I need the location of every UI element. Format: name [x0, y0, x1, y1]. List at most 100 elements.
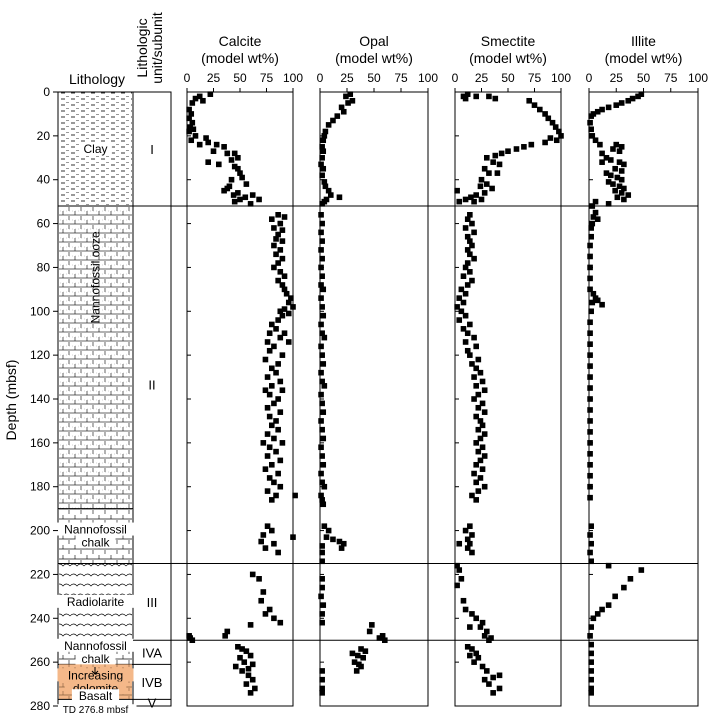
data-point: [588, 541, 594, 547]
data-point: [319, 238, 325, 244]
data-point: [277, 484, 283, 490]
data-point: [273, 251, 279, 257]
data-point: [320, 137, 326, 143]
data-point: [290, 534, 296, 540]
data-point: [269, 383, 275, 389]
data-point: [320, 313, 326, 319]
data-point: [588, 651, 594, 657]
data-point: [337, 194, 343, 200]
lithology-label: Nannofossil ooze: [89, 231, 103, 323]
figure: LithologyLithologic unit/subunitClayNanno…: [0, 0, 714, 716]
data-point: [265, 339, 271, 345]
data-point: [275, 471, 281, 477]
lithology-label: Radiolarite: [67, 595, 125, 609]
y-tick-label: 240: [30, 611, 50, 625]
x-tick-label: 100: [688, 71, 708, 85]
panel-frame: [589, 92, 698, 706]
data-point: [465, 330, 471, 336]
data-point: [476, 427, 482, 433]
data-point: [599, 302, 605, 308]
data-point: [490, 675, 496, 681]
data-point: [273, 370, 279, 376]
data-point: [345, 100, 351, 106]
data-point: [318, 594, 324, 600]
data-point: [471, 471, 477, 477]
data-point: [319, 690, 325, 696]
data-point: [320, 436, 326, 442]
data-point: [542, 140, 548, 146]
x-tick-label: 75: [664, 71, 678, 85]
data-point: [326, 122, 332, 128]
data-point: [319, 543, 325, 549]
data-point: [587, 429, 593, 435]
data-point: [606, 201, 612, 207]
unit-header-line1: Lithologic: [134, 18, 150, 77]
data-point: [459, 576, 465, 582]
data-point: [343, 94, 349, 100]
data-point: [261, 589, 267, 595]
data-point: [473, 480, 479, 486]
data-point: [319, 173, 325, 179]
unit-label: II: [148, 378, 155, 393]
data-point: [479, 177, 485, 183]
data-point: [625, 98, 631, 104]
data-point: [473, 192, 479, 198]
data-point: [587, 352, 593, 358]
data-point: [273, 326, 279, 332]
lithology-label: Nannofossil: [64, 639, 127, 653]
data-point: [463, 313, 469, 319]
data-point: [265, 453, 271, 459]
data-point: [479, 197, 485, 203]
data-point: [377, 635, 383, 641]
panel-xlabel: (model wt%): [605, 50, 683, 66]
data-point: [267, 414, 273, 420]
data-point: [244, 181, 250, 187]
data-point: [486, 94, 492, 100]
data-point: [606, 602, 612, 608]
x-tick-label: 0: [317, 71, 324, 85]
x-tick-label: 0: [184, 71, 191, 85]
unit-label: IVB: [142, 675, 163, 690]
x-tick-label: 50: [501, 71, 515, 85]
data-point: [639, 567, 645, 573]
data-point: [320, 287, 326, 293]
data-point: [271, 436, 277, 442]
unit-label: III: [147, 595, 158, 610]
data-point: [233, 664, 239, 670]
data-point: [246, 666, 252, 672]
x-tick-label: 50: [233, 71, 247, 85]
data-point: [275, 550, 281, 556]
data-point: [244, 681, 250, 687]
data-point: [271, 243, 277, 249]
data-point: [463, 96, 469, 102]
data-point: [261, 532, 267, 538]
data-point: [250, 192, 256, 198]
data-point: [495, 170, 501, 176]
data-point: [473, 344, 479, 350]
data-point: [588, 225, 594, 231]
data-point: [492, 153, 498, 159]
lithology-label: Clay: [83, 142, 107, 156]
data-point: [330, 537, 336, 543]
y-tick-label: 180: [30, 480, 50, 494]
data-point: [267, 444, 273, 450]
data-point: [588, 113, 594, 119]
data-point: [269, 216, 275, 222]
lithology-header: Lithology: [69, 71, 125, 87]
data-point: [224, 151, 230, 157]
data-point: [467, 322, 473, 328]
data-point: [271, 480, 277, 486]
data-point: [587, 120, 593, 126]
data-point: [588, 558, 594, 564]
y-tick-label: 60: [37, 217, 51, 231]
data-point: [505, 148, 511, 154]
data-point: [275, 427, 281, 433]
data-point: [471, 199, 477, 205]
x-tick-label: 25: [475, 71, 489, 85]
data-point: [243, 194, 249, 200]
x-tick-label: 25: [340, 71, 354, 85]
y-tick-label: 80: [37, 260, 51, 274]
data-point: [463, 339, 469, 345]
data-point: [610, 146, 616, 152]
data-point: [319, 585, 325, 591]
